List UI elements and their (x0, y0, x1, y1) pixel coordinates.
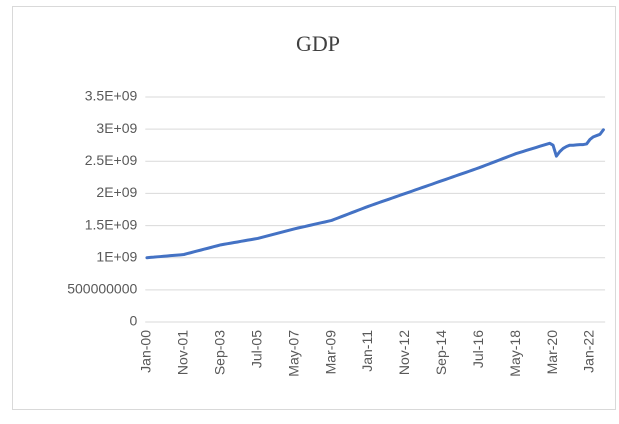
chart-border (12, 6, 616, 410)
y-tick-label: 2.5E+09 (85, 152, 138, 168)
y-tick-label: 2E+09 (96, 184, 137, 200)
x-tick-label: Sep-03 (212, 330, 228, 375)
y-tick-label: 3E+09 (96, 120, 137, 136)
chart-title: GDP (296, 31, 340, 56)
x-tick-label: May-18 (507, 330, 523, 377)
x-tick-label: Jan-22 (581, 330, 597, 373)
x-tick-label: May-07 (285, 330, 301, 377)
y-tick-label: 3.5E+09 (85, 88, 138, 104)
x-tick-label: Mar-20 (544, 330, 560, 375)
x-tick-label: Jul-16 (470, 330, 486, 368)
x-tick-label: Jan-00 (138, 330, 154, 373)
x-tick-label: Nov-12 (396, 330, 412, 375)
y-tick-label: 500000000 (67, 281, 137, 297)
x-tick-label: Jul-05 (248, 330, 264, 368)
x-tick-label: Mar-09 (322, 330, 338, 375)
y-tick-label: 1.5E+09 (85, 216, 138, 232)
x-tick-label: Nov-01 (175, 330, 191, 375)
x-tick-label: Sep-14 (433, 330, 449, 375)
y-tick-label: 0 (130, 313, 138, 329)
line-series (145, 128, 605, 260)
y-tick-label: 1E+09 (96, 248, 137, 264)
x-tick-label: Jan-11 (359, 330, 375, 372)
